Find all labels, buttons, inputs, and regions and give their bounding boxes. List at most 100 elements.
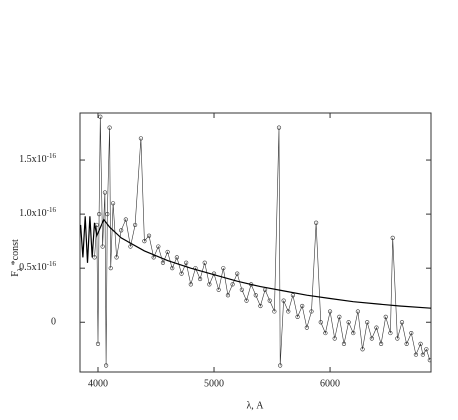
plot-area xyxy=(80,114,431,368)
data-point xyxy=(207,282,212,287)
data-point xyxy=(278,363,283,368)
data-point xyxy=(390,235,395,241)
data-point xyxy=(108,266,113,271)
data-point xyxy=(281,298,286,303)
y-tick-mantissa: 1.5x10 xyxy=(19,154,47,165)
y-tick-exponent: -16 xyxy=(47,206,57,214)
x-tick-label: 5000 xyxy=(204,378,224,389)
y-tick-exponent: -16 xyxy=(47,152,57,160)
data-point xyxy=(146,233,152,238)
data-point xyxy=(216,287,221,292)
x-tick-label: 4000 xyxy=(88,378,108,389)
data-point xyxy=(202,260,207,265)
data-point xyxy=(98,114,103,119)
data-point xyxy=(374,325,379,330)
data-point xyxy=(123,217,128,222)
y-label-subscript: λ xyxy=(16,267,24,271)
data-point xyxy=(105,212,110,217)
y-tick-mantissa: 0.5x10 xyxy=(19,262,47,273)
data-point xyxy=(156,244,161,249)
data-point xyxy=(360,347,365,352)
data-point xyxy=(160,260,166,265)
data-point xyxy=(424,347,429,352)
data-point xyxy=(138,136,144,141)
data-point xyxy=(107,125,112,130)
data-point xyxy=(170,266,175,271)
data-point xyxy=(332,336,337,341)
data-point xyxy=(341,341,347,346)
data-point xyxy=(409,330,414,336)
data-point xyxy=(128,244,133,249)
data-point xyxy=(388,330,393,336)
data-point xyxy=(95,341,101,346)
series-line xyxy=(80,216,431,309)
data-point xyxy=(197,276,203,282)
data-point xyxy=(174,255,179,260)
data-point xyxy=(114,255,119,260)
data-point xyxy=(230,282,235,287)
y-tick-label: 1.5x10-16 xyxy=(19,152,56,166)
data-point xyxy=(418,341,423,346)
y-tick-label: 1.0x10-16 xyxy=(19,206,56,220)
data-point xyxy=(337,314,342,319)
data-point xyxy=(100,244,105,249)
y-label-main: F xyxy=(10,271,21,277)
data-point xyxy=(323,330,328,336)
data-point xyxy=(300,303,305,309)
data-point xyxy=(142,239,147,244)
data-point xyxy=(413,352,419,357)
data-point xyxy=(399,320,405,325)
data-point xyxy=(272,309,277,314)
data-point xyxy=(420,352,425,357)
data-point xyxy=(102,190,108,195)
data-point xyxy=(365,320,370,325)
data-point xyxy=(404,341,409,346)
data-point xyxy=(304,325,309,330)
y-label-suffix: *const xyxy=(10,239,21,268)
data-point xyxy=(133,222,138,228)
y-axis-label: Fλ *const xyxy=(10,239,23,277)
data-point xyxy=(318,320,323,325)
data-point xyxy=(346,320,351,325)
series-line xyxy=(94,116,431,366)
data-point xyxy=(309,309,314,314)
data-point xyxy=(104,363,109,368)
y-tick-label: 0 xyxy=(51,317,56,328)
data-point xyxy=(286,309,291,314)
data-point xyxy=(225,293,231,298)
data-point xyxy=(151,255,156,260)
data-point xyxy=(165,249,170,255)
data-point xyxy=(379,341,384,346)
data-point xyxy=(369,336,374,341)
data-point xyxy=(314,220,319,225)
y-tick-exponent: -16 xyxy=(47,260,57,268)
x-axis-label: λ, A xyxy=(246,400,264,411)
data-point xyxy=(119,228,124,233)
data-point xyxy=(184,260,189,265)
y-tick-label: 0.5x10-16 xyxy=(19,260,56,274)
plot-frame xyxy=(79,112,432,373)
data-point xyxy=(290,293,296,298)
data-point xyxy=(258,303,263,309)
data-point xyxy=(327,309,333,314)
data-point xyxy=(244,298,249,303)
data-point xyxy=(295,314,300,319)
data-point xyxy=(188,282,193,287)
data-point xyxy=(395,336,400,341)
data-point xyxy=(383,314,388,319)
data-point xyxy=(97,212,102,217)
data-point xyxy=(276,125,282,130)
data-point xyxy=(235,271,240,276)
data-point xyxy=(179,271,184,276)
data-point xyxy=(267,298,272,303)
data-point xyxy=(239,287,244,292)
data-point xyxy=(253,293,258,298)
data-point xyxy=(221,266,226,271)
y-tick-mantissa: 1.0x10 xyxy=(19,208,47,219)
data-point xyxy=(351,330,356,336)
data-point xyxy=(355,309,360,314)
data-point xyxy=(427,358,431,363)
x-tick-label: 6000 xyxy=(320,378,340,389)
data-point xyxy=(110,201,116,206)
